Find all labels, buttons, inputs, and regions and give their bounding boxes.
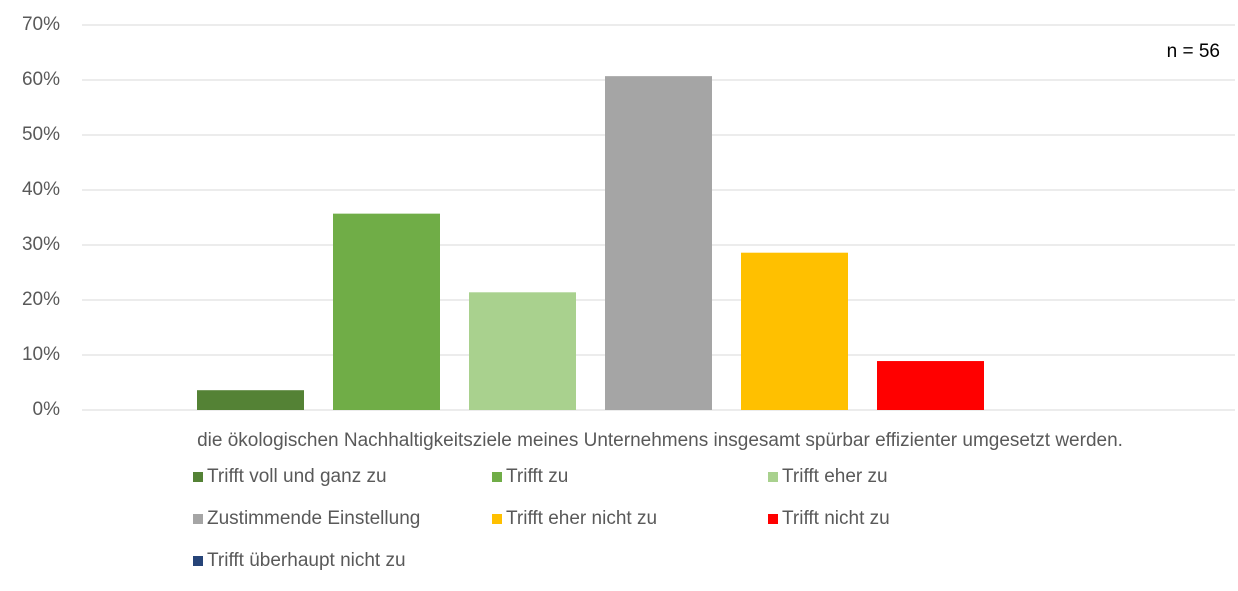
legend-marker [193,556,203,566]
y-tick-label: 40% [22,179,60,200]
legend-marker [492,514,502,524]
legend-label: Trifft voll und ganz zu [207,466,387,487]
y-tick-label: 70% [22,14,60,35]
legend-label: Zustimmende Einstellung [207,508,420,529]
bar [469,292,576,410]
y-tick-label: 0% [33,399,61,420]
legend-marker [492,472,502,482]
y-tick-label: 30% [22,234,60,255]
legend-marker [768,514,778,524]
bar [197,390,304,410]
annotation: n = 56 [1167,41,1220,62]
legend-label: Trifft nicht zu [782,508,890,529]
legend-label: Trifft eher zu [782,466,888,487]
legend-marker [193,472,203,482]
legend-marker [193,514,203,524]
bar [333,213,440,410]
y-tick-label: 20% [22,289,60,310]
legend-label: Trifft eher nicht zu [506,508,657,529]
legend-label: Trifft überhaupt nicht zu [207,550,406,571]
y-tick-label: 10% [22,344,60,365]
bar [877,361,984,410]
legend-marker [768,472,778,482]
y-tick-label: 50% [22,124,60,145]
bar [741,252,848,410]
x-category-label: die ökologischen Nachhaltigkeitsziele me… [197,430,1123,451]
y-tick-label: 60% [22,69,60,90]
legend-label: Trifft zu [506,466,568,487]
bar [605,76,712,411]
